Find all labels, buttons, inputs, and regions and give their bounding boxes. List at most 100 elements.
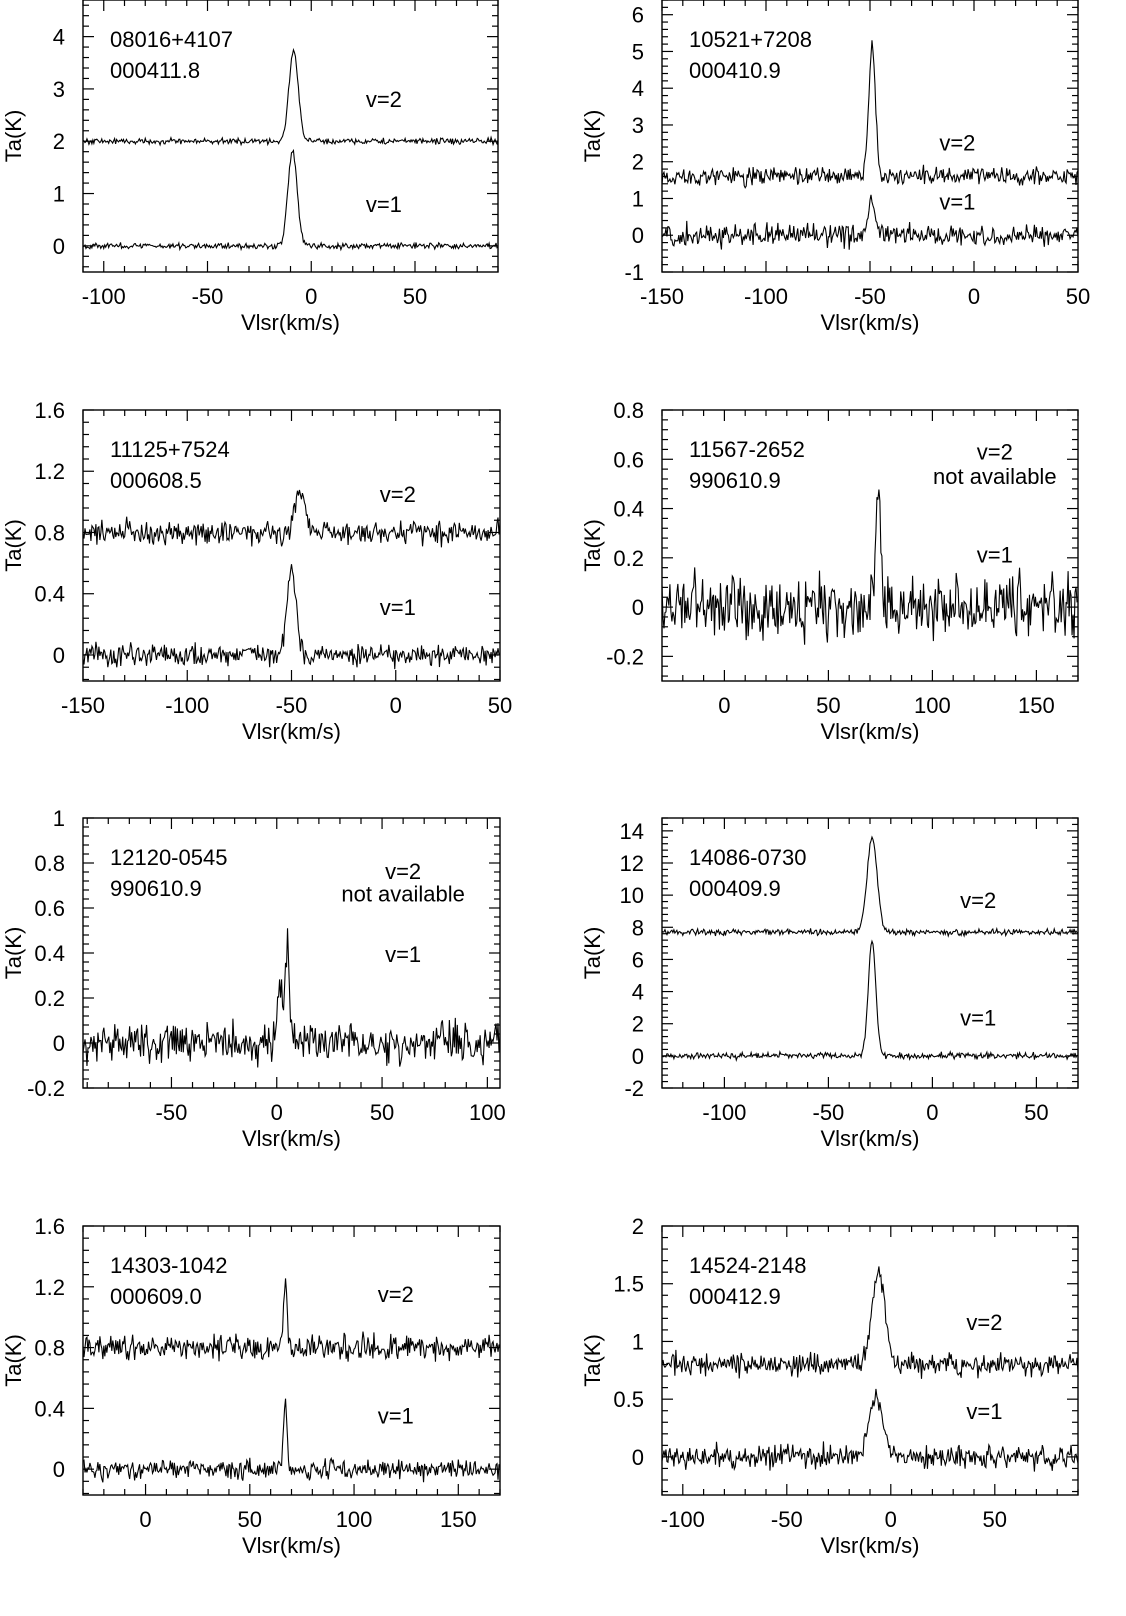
- x-tick-label: -100: [702, 1100, 746, 1125]
- observation-date: 000609.0: [110, 1284, 202, 1309]
- series-annotation: v=2: [977, 439, 1013, 464]
- source-name: 10521+7208: [689, 27, 812, 52]
- observation-date: 000409.9: [689, 876, 781, 901]
- x-tick-label: 0: [926, 1100, 938, 1125]
- x-tick-label: 150: [440, 1507, 477, 1532]
- spectrum-panel-6: -100 -50 0 50 -2 0 2 4 6 8 10 12 14 Vlsr(km/s) Ta(K) 14…: [580, 817, 1079, 1151]
- y-tick-label: 0.4: [34, 1396, 65, 1421]
- y-tick-label: 3: [632, 113, 644, 138]
- y-tick-label: 0: [632, 223, 644, 248]
- x-tick-label: -100: [165, 693, 209, 718]
- y-tick-label: 0.8: [34, 851, 65, 876]
- x-tick-label: -50: [192, 284, 224, 309]
- y-tick-label: 1.5: [613, 1272, 644, 1297]
- series-annotation: v=2: [378, 1282, 414, 1307]
- y-tick-label: 0.2: [34, 986, 65, 1011]
- observation-date: 000410.9: [689, 58, 781, 83]
- observation-date: 000608.5: [110, 468, 202, 493]
- x-tick-label: -100: [82, 284, 126, 309]
- y-tick-label: 1.6: [34, 398, 65, 423]
- y-tick-label: 14: [620, 819, 644, 844]
- series-annotation: v=1: [380, 595, 416, 620]
- source-name: 11567-2652: [689, 437, 805, 462]
- y-axis-label: Ta(K): [1, 110, 26, 163]
- x-tick-label: 50: [488, 693, 512, 718]
- spectrum-panel-2: -150 -100 -50 0 50 -1 0 1 2 3 4 5 6 Vlsr(km/s) Ta(K) 10…: [580, 0, 1090, 335]
- y-tick-label: 2: [632, 1012, 644, 1037]
- y-tick-label: 4: [632, 76, 644, 101]
- y-tick-label: 2: [53, 129, 65, 154]
- y-tick-label: 0: [632, 1445, 644, 1470]
- x-tick-label: 150: [1018, 693, 1055, 718]
- x-axis-label: Vlsr(km/s): [821, 1126, 920, 1151]
- spectrum-line-v2: [82, 489, 501, 548]
- series-annotation: v=1: [385, 942, 421, 967]
- y-tick-label: 0.8: [34, 520, 65, 545]
- y-tick-label: 4: [632, 980, 644, 1005]
- x-tick-label: 50: [238, 1507, 262, 1532]
- observation-date: 000412.9: [689, 1284, 781, 1309]
- y-tick-label: 3: [53, 77, 65, 102]
- spectrum-line-v1: [661, 489, 1079, 645]
- series-annotation: v=1: [977, 543, 1013, 568]
- x-tick-label: 50: [816, 693, 840, 718]
- x-tick-label: -150: [640, 284, 684, 309]
- series-annotation: v=2: [380, 482, 416, 507]
- series-annotation: v=1: [939, 190, 975, 215]
- x-tick-label: -50: [276, 693, 308, 718]
- source-name: 14303-1042: [110, 1253, 227, 1278]
- y-tick-label: -0.2: [606, 644, 644, 669]
- spectrum-panel-5: -50 0 50 100 -0.2 0 0.2 0.4 0.6 0.8 1 Vlsr(km/s) Ta(…: [1, 806, 506, 1151]
- y-tick-label: 0.4: [34, 582, 65, 607]
- series-annotation: v=2: [366, 87, 402, 112]
- y-tick-label: 1: [632, 186, 644, 211]
- x-tick-label: 0: [139, 1507, 151, 1532]
- spectrum-line-v1: [661, 194, 1079, 250]
- series-annotation: v=1: [378, 1404, 414, 1429]
- x-tick-label: -50: [813, 1100, 845, 1125]
- y-tick-label: 10: [620, 883, 644, 908]
- x-tick-label: -100: [661, 1507, 705, 1532]
- y-tick-label: 1.2: [34, 1275, 65, 1300]
- y-axis-label: Ta(K): [1, 1334, 26, 1387]
- y-tick-label: 1: [53, 806, 65, 831]
- y-tick-label: 0.8: [34, 1336, 65, 1361]
- x-tick-label: 50: [403, 284, 427, 309]
- y-tick-label: 1.6: [34, 1214, 65, 1239]
- series-annotation: not available: [341, 881, 465, 906]
- spectrum-line-v1: [82, 1398, 501, 1483]
- x-tick-label: 0: [968, 284, 980, 309]
- y-tick-label: 0.8: [613, 398, 644, 423]
- x-tick-label: 50: [983, 1507, 1007, 1532]
- series-annotation: v=2: [960, 888, 996, 913]
- source-name: 11125+7524: [110, 437, 230, 462]
- y-tick-label: 1.2: [34, 459, 65, 484]
- y-tick-label: 0: [632, 595, 644, 620]
- spectrum-line-v2: [661, 835, 1079, 938]
- series-annotation: v=2: [385, 859, 421, 884]
- series-annotation: v=1: [966, 1399, 1002, 1424]
- y-tick-label: 0.2: [613, 546, 644, 571]
- y-axis-label: Ta(K): [580, 519, 605, 572]
- series-annotation: v=2: [966, 1310, 1002, 1335]
- y-tick-label: 0: [53, 234, 65, 259]
- series-annotation: v=1: [366, 192, 402, 217]
- y-tick-label: 2: [632, 1214, 644, 1239]
- y-axis-label: Ta(K): [1, 927, 26, 980]
- spectrum-line-v1: [661, 1388, 1079, 1472]
- spectrum-line-v2: [82, 1278, 501, 1362]
- y-tick-label: -1: [624, 260, 644, 285]
- y-tick-label: 1: [53, 182, 65, 207]
- spectrum-panel-7: 0 50 100 150 0 0.4 0.8 1.2 1.6 Vlsr(km/s) Ta(K) 143…: [1, 1214, 501, 1558]
- y-tick-label: -2: [624, 1076, 644, 1101]
- series-annotation: v=1: [960, 1005, 996, 1030]
- x-axis-label: Vlsr(km/s): [242, 1126, 341, 1151]
- observation-date: 990610.9: [110, 876, 202, 901]
- y-tick-label: 6: [632, 947, 644, 972]
- source-name: 08016+4107: [110, 27, 233, 52]
- y-axis-label: Ta(K): [1, 519, 26, 572]
- y-tick-label: 0.4: [613, 497, 644, 522]
- spectrum-panel-8: -100 -50 0 50 0 0.5 1 1.5 2 Vlsr(km/s) Ta(K) 14524-…: [580, 1214, 1079, 1558]
- y-tick-label: 6: [632, 3, 644, 28]
